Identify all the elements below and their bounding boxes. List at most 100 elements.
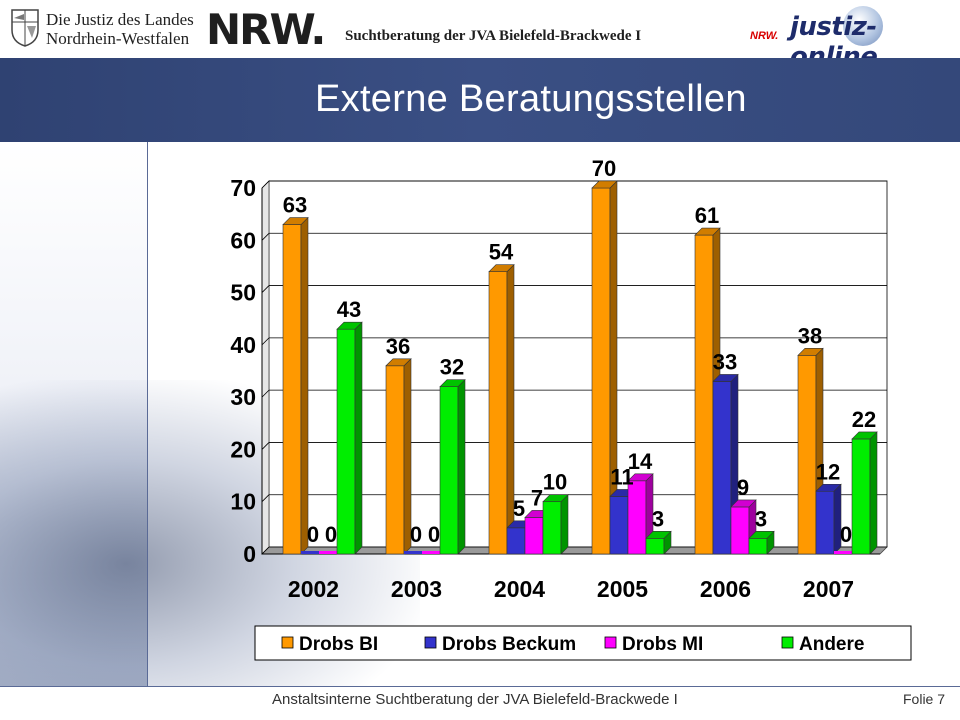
- bar-front: [851, 438, 871, 555]
- bar: [385, 358, 412, 555]
- bar: [439, 378, 466, 555]
- bar: [645, 530, 672, 555]
- nrw-logo: NRW.: [206, 5, 326, 54]
- x-tick-label: 2006: [700, 576, 751, 602]
- x-tick-label: 2005: [597, 576, 648, 602]
- bar: [797, 347, 824, 555]
- bar-front: [609, 496, 629, 555]
- legend-label: Drobs BI: [299, 634, 378, 655]
- data-label: 0: [410, 522, 422, 547]
- bar-top: [627, 473, 654, 482]
- data-label: 0: [840, 522, 852, 547]
- bar-front: [542, 501, 562, 555]
- bar-top: [488, 264, 515, 272]
- bar: [851, 431, 878, 555]
- bar-top: [439, 379, 466, 387]
- bar: [336, 321, 363, 555]
- bar-front: [506, 527, 526, 555]
- footer-text: Anstaltsinterne Suchtberatung der JVA Bi…: [272, 691, 678, 708]
- bar-side: [869, 431, 878, 555]
- bar-front: [712, 381, 732, 555]
- gridline-side: [261, 494, 270, 502]
- justiz-logo-text: Die Justiz des Landes Nordrhein-Westfale…: [46, 10, 194, 48]
- justiz-line2: Nordrhein-Westfalen: [46, 29, 190, 48]
- bar-top: [336, 321, 363, 330]
- bar-front: [336, 328, 356, 555]
- bar-side: [457, 378, 466, 555]
- bar: [301, 551, 319, 554]
- chart-bars: [282, 180, 878, 555]
- y-tick-label: 30: [230, 384, 256, 410]
- bar: [422, 551, 440, 554]
- data-label: 38: [798, 323, 822, 348]
- chart-legend: Drobs BI Drobs Beckum Drobs MI Andere: [254, 625, 912, 661]
- gridline-side: [261, 180, 270, 189]
- y-tick-label: 20: [230, 436, 256, 462]
- bar-front: [748, 538, 768, 555]
- data-label: 61: [695, 203, 719, 228]
- bar-front: [439, 386, 459, 555]
- gridline-side: [261, 337, 270, 346]
- legend-swatch: [604, 636, 617, 649]
- globe-icon: [843, 6, 883, 46]
- bar: [748, 530, 775, 555]
- data-label: 0: [307, 522, 319, 547]
- data-label: 12: [816, 459, 840, 484]
- legend-swatch: [281, 636, 294, 649]
- chart-back-wall: [268, 180, 888, 548]
- justiz-line1: Die Justiz des Landes: [46, 10, 194, 29]
- slide-title: Externe Beratungsstellen: [315, 78, 747, 120]
- title-band: [0, 58, 960, 142]
- y-tick-label: 50: [230, 280, 256, 306]
- x-tick-label: 2003: [391, 576, 442, 602]
- data-label: 33: [713, 349, 737, 374]
- legend-label: Andere: [799, 634, 864, 655]
- bar: [488, 263, 515, 555]
- bar-side: [354, 321, 363, 555]
- gridline-side: [261, 285, 270, 293]
- data-label: 36: [386, 334, 410, 359]
- nrw-crest-icon: [11, 9, 39, 47]
- bar-top: [542, 494, 569, 503]
- bar-front: [385, 365, 405, 555]
- data-label: 22: [852, 407, 876, 432]
- y-tick-label: 10: [230, 489, 256, 515]
- bar-front: [797, 355, 817, 555]
- x-tick-label: 2004: [494, 576, 545, 602]
- x-tick-label: 2007: [803, 576, 854, 602]
- justiz-online-nrw-prefix: NRW.: [750, 30, 779, 42]
- data-label: 0: [325, 522, 337, 547]
- left-panel-divider: [147, 142, 148, 686]
- data-label: 43: [337, 297, 361, 322]
- gridline-side: [261, 442, 270, 450]
- data-label: 3: [755, 506, 767, 531]
- bar-front: [422, 551, 440, 554]
- bar: [834, 551, 852, 554]
- data-label: 14: [628, 449, 653, 474]
- bar-top: [730, 499, 757, 508]
- bar-front: [301, 551, 319, 554]
- bar-top: [797, 348, 824, 356]
- header-center-text: Suchtberatung der JVA Bielefeld-Brackwed…: [345, 28, 642, 44]
- footer-divider: [0, 686, 960, 687]
- legend-label: Drobs Beckum: [442, 634, 576, 655]
- data-label: 9: [737, 475, 749, 500]
- bar-side: [560, 493, 569, 555]
- bar-side: [300, 216, 309, 555]
- gridline-side: [261, 389, 270, 398]
- bar-front: [645, 538, 665, 555]
- bar: [542, 493, 569, 555]
- data-label: 11: [610, 464, 633, 489]
- bar-top: [645, 531, 672, 539]
- bar-front: [404, 551, 422, 554]
- bar-top: [282, 217, 309, 225]
- bar-front: [524, 517, 544, 555]
- y-tick-label: 0: [243, 541, 256, 567]
- bar-top: [815, 483, 842, 492]
- bar: [282, 216, 309, 555]
- data-label: 54: [489, 240, 514, 265]
- bar: [815, 483, 842, 555]
- bar-front: [815, 490, 835, 555]
